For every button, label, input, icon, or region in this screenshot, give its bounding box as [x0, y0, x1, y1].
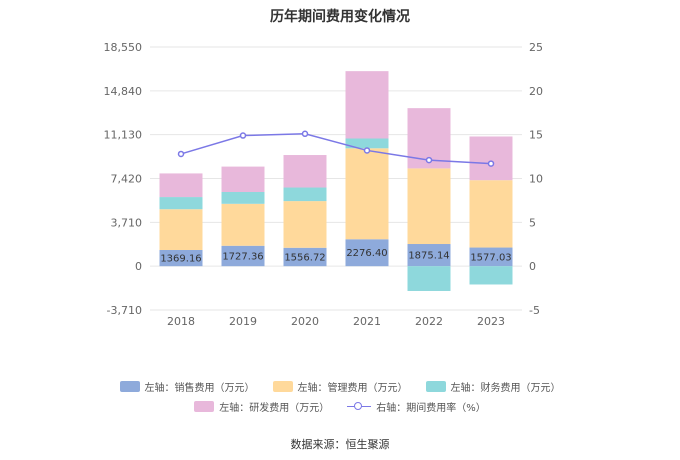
rate-point: [239, 132, 247, 139]
left-axis-tick-label: 14,840: [104, 85, 143, 98]
data-source: 数据来源：恒生聚源: [290, 438, 390, 451]
left-axis-tick-label: -3,710: [107, 304, 142, 317]
rate-point: [301, 130, 309, 138]
bar-data-label: 1577.03: [470, 252, 511, 263]
bar-segment: [345, 138, 389, 149]
x-axis-tick-label: 2022: [415, 315, 443, 328]
legend: 左轴：销售费用（万元） 左轴：管理费用（万元） 左轴：财务费用（万元） 左轴：研…: [0, 376, 680, 416]
bar-data-label: 2276.40: [346, 248, 387, 259]
right-axis-tick-label: 25: [529, 41, 543, 54]
bar-segment: [221, 166, 265, 193]
bar-segment: [221, 192, 265, 204]
rate-line: [180, 133, 492, 165]
bar-data-label: 1556.72: [284, 252, 325, 263]
chart-title: 历年期间费用变化情况: [270, 9, 410, 25]
bar-segment: [159, 197, 203, 210]
bar-segment: [283, 187, 327, 202]
bar-segment: [469, 247, 513, 267]
x-axis-tick-label: 2021: [353, 315, 381, 328]
legend-label-sales: 左轴：销售费用（万元）: [144, 382, 255, 394]
bar-segment: [159, 249, 203, 267]
left-axis-tick-label: 18,550: [104, 41, 143, 54]
x-axis-tick-label: 2018: [167, 315, 195, 328]
bar-segment: [469, 136, 513, 181]
legend-swatch-rd: [194, 400, 215, 412]
right-axis-tick-label: 15: [529, 129, 543, 142]
bar-data-label: 1875.14: [408, 251, 449, 262]
legend-label-rate: 右轴：期间费用率（%）: [376, 402, 486, 414]
bar-segment: [345, 239, 389, 267]
bar-segment: [283, 201, 327, 248]
bar-segment: [407, 168, 451, 245]
right-axis-tick-label: -5: [529, 304, 540, 317]
rate-point: [363, 147, 371, 154]
x-axis-tick-label: 2019: [229, 315, 257, 328]
right-axis-tick-label: 20: [529, 85, 543, 98]
bar-segment: [345, 148, 389, 240]
left-axis-tick-label: 7,420: [111, 173, 143, 186]
left-axis-tick-label: 3,710: [111, 216, 143, 229]
legend-swatch-rate: [347, 401, 372, 412]
legend-swatch-admin: [272, 380, 293, 392]
x-axis-tick-label: 2023: [477, 315, 505, 328]
rate-point: [425, 156, 433, 164]
bar-segment: [469, 180, 513, 248]
right-axis-tick-label: 5: [529, 216, 536, 229]
legend-swatch-finance: [425, 380, 446, 392]
bar-data-label: 1369.16: [160, 254, 201, 265]
bar-segment: [283, 247, 327, 267]
legend-item-rate[interactable]: 右轴：期间费用率（%）: [347, 399, 486, 414]
bar-segment: [345, 71, 389, 139]
bar-segment: [283, 155, 327, 188]
bar-segment: [469, 266, 513, 285]
bar-segment: [407, 266, 451, 291]
bar-segment: [221, 245, 265, 267]
legend-label-admin: 左轴：管理费用（万元）: [297, 382, 408, 394]
legend-label-finance: 左轴：财务费用（万元）: [450, 382, 561, 394]
x-axis-tick-label: 2020: [291, 315, 319, 328]
bar-segment: [159, 209, 203, 250]
left-axis-tick-label: 0: [135, 260, 142, 273]
rate-point: [177, 150, 185, 158]
bar-segment: [407, 244, 451, 267]
left-axis-tick-label: 11,130: [104, 129, 143, 142]
legend-item-admin[interactable]: 左轴：管理费用（万元）: [272, 379, 408, 394]
right-axis-tick-label: 10: [529, 173, 543, 186]
bar-data-label: 1727.36: [222, 251, 263, 262]
legend-item-sales[interactable]: 左轴：销售费用（万元）: [119, 379, 255, 394]
rate-point: [487, 160, 495, 167]
legend-item-finance[interactable]: 左轴：财务费用（万元）: [425, 379, 561, 394]
right-axis-tick-label: 0: [529, 260, 536, 273]
legend-item-rd[interactable]: 左轴：研发费用（万元）: [194, 399, 329, 414]
legend-label-rd: 左轴：研发费用（万元）: [219, 402, 330, 414]
legend-swatch-sales: [119, 380, 140, 392]
bar-segment: [159, 173, 203, 198]
bar-segment: [221, 203, 265, 246]
